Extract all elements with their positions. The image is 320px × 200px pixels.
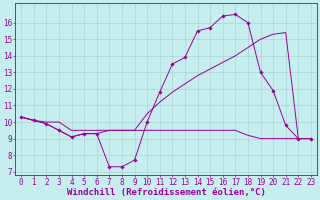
X-axis label: Windchill (Refroidissement éolien,°C): Windchill (Refroidissement éolien,°C) — [67, 188, 266, 197]
